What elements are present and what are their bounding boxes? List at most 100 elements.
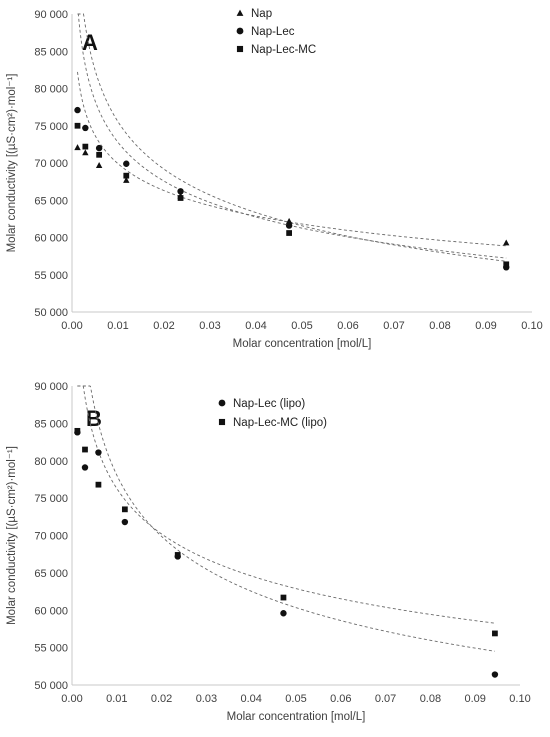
legend-item-nap-lec-mc-lipo: Nap-Lec-MC (lipo)	[218, 417, 327, 429]
data-point-circle	[280, 610, 287, 617]
y-tick-label: 75 000	[34, 121, 68, 133]
legend: Nap Nap-Lec Nap-Lec-MC	[236, 8, 316, 56]
y-ticks: 50 000 55 000 60 000 65 000 70 000 75 000 80 0…	[34, 381, 68, 692]
y-tick-label: 85 000	[34, 46, 68, 58]
y-tick-label: 50 000	[34, 307, 68, 319]
data-point-triangle	[503, 239, 510, 246]
x-tick-label: 0.00	[61, 693, 82, 705]
data-point-triangle	[123, 176, 130, 183]
y-tick-label: 55 000	[34, 643, 68, 655]
x-tick-label: 0.02	[153, 320, 174, 332]
triangle-marker	[236, 9, 244, 16]
legend-label-nap-lec: Nap-Lec	[251, 26, 295, 38]
data-point-square	[82, 446, 88, 453]
y-ticks: 50 000 55 000 60 000 65 000 70 000 75 000 80 0…	[34, 9, 68, 319]
y-axis-label: Molar conductivity [(µS·cm²)·mol⁻¹]	[6, 446, 18, 625]
data-point-circle	[81, 464, 89, 471]
trendline-series-2	[77, 13, 507, 262]
legend-item-nap: Nap	[236, 8, 272, 20]
y-tick-label: 85 000	[34, 418, 68, 430]
x-tick-label: 0.08	[429, 320, 450, 332]
legend-item-nap-lec-mc: Nap-Lec-MC	[236, 44, 316, 56]
circle-marker	[218, 399, 226, 407]
data-points	[74, 427, 499, 678]
legend-label-nap-lec-lipo: Nap-Lec (lipo)	[233, 398, 305, 410]
y-tick-label: 65 000	[34, 568, 68, 580]
x-tick-label: 0.07	[375, 693, 396, 705]
y-tick-label: 55 000	[34, 270, 68, 282]
circle-marker-icon	[236, 27, 244, 35]
x-tick-label: 0.03	[196, 693, 217, 705]
x-tick-label: 0.04	[240, 693, 261, 705]
legend-label-nap: Nap	[251, 8, 272, 20]
data-point-square	[95, 481, 102, 488]
legend-label-nap-lec-mc-lipo: Nap-Lec-MC (lipo)	[233, 417, 327, 429]
square-marker	[236, 45, 244, 53]
data-point-square	[74, 122, 81, 129]
x-axis-label: Molar concentration [mol/L]	[233, 338, 372, 350]
data-point-square	[174, 552, 181, 558]
x-tick-label: 0.01	[107, 320, 128, 332]
legend-item-nap-lec: Nap-Lec	[236, 26, 295, 38]
x-tick-label: 0.06	[330, 693, 351, 705]
trendline-series-1	[77, 71, 507, 247]
data-point-triangle	[95, 162, 103, 168]
x-tick-label: 0.05	[291, 320, 312, 332]
x-tick-label: 0.09	[464, 693, 485, 705]
square-marker	[218, 418, 226, 426]
data-point-square	[177, 195, 184, 201]
data-point-circle	[121, 518, 129, 526]
x-tick-label: 0.00	[61, 320, 82, 332]
data-point-circle	[177, 188, 184, 195]
data-point-triangle	[82, 149, 89, 156]
x-tick-label: 0.07	[383, 320, 404, 332]
data-point-circle	[123, 160, 130, 167]
x-ticks: 0.00 0.01 0.02 0.03 0.04 0.05 0.06 0.07 0.08 0.09…	[61, 693, 530, 705]
y-tick-label: 60 000	[34, 605, 68, 617]
panel-label: A	[82, 30, 98, 55]
y-tick-label: 50 000	[34, 680, 68, 692]
y-tick-label: 70 000	[34, 531, 68, 543]
data-points	[74, 106, 510, 271]
data-point-square	[286, 230, 292, 236]
x-tick-label: 0.10	[521, 320, 542, 332]
panel-label: B	[86, 406, 102, 431]
trendlines	[77, 385, 495, 652]
x-tick-label: 0.06	[337, 320, 358, 332]
data-point-circle	[95, 449, 102, 456]
x-tick-label: 0.08	[420, 693, 441, 705]
data-point-circle	[95, 144, 103, 152]
data-point-square	[74, 427, 81, 434]
x-tick-label: 0.03	[199, 320, 220, 332]
data-point-circle	[285, 222, 293, 229]
y-tick-label: 60 000	[34, 233, 68, 245]
data-point-triangle	[74, 144, 81, 151]
data-point-circle	[82, 124, 89, 132]
triangle-marker-icon	[236, 9, 244, 16]
legend-item-nap-lec-lipo: Nap-Lec (lipo)	[218, 398, 305, 410]
data-point-square	[280, 594, 287, 601]
y-tick-label: 70 000	[34, 158, 68, 170]
circle-marker-icon	[218, 399, 226, 407]
trendlines	[77, 13, 507, 262]
data-point-square	[492, 630, 498, 637]
data-point-triangle	[285, 217, 293, 224]
chart-b: Molar conductivity [(µS·cm²)·mol⁻¹] Mola…	[6, 381, 531, 723]
chart-a: Molar conductivity [(µS·cm²)·mol⁻¹] Mola…	[6, 8, 543, 350]
data-point-square	[96, 151, 103, 158]
y-tick-label: 65 000	[34, 195, 68, 207]
square-marker-icon	[218, 418, 226, 426]
x-tick-label: 0.09	[475, 320, 496, 332]
trendline-series-2	[77, 385, 495, 624]
data-point-square	[123, 172, 130, 179]
data-point-square	[82, 143, 89, 150]
data-point-square	[121, 506, 128, 513]
data-point-square	[503, 261, 510, 268]
legend: Nap-Lec (lipo) Nap-Lec-MC (lipo)	[218, 398, 327, 429]
data-point-circle	[491, 671, 499, 678]
x-tick-label: 0.04	[245, 320, 266, 332]
circle-marker	[236, 27, 244, 35]
x-axis-label: Molar concentration [mol/L]	[227, 711, 366, 723]
y-axis-label: Molar conductivity [(µS·cm²)·mol⁻¹]	[6, 74, 18, 253]
x-tick-label: 0.05	[285, 693, 306, 705]
